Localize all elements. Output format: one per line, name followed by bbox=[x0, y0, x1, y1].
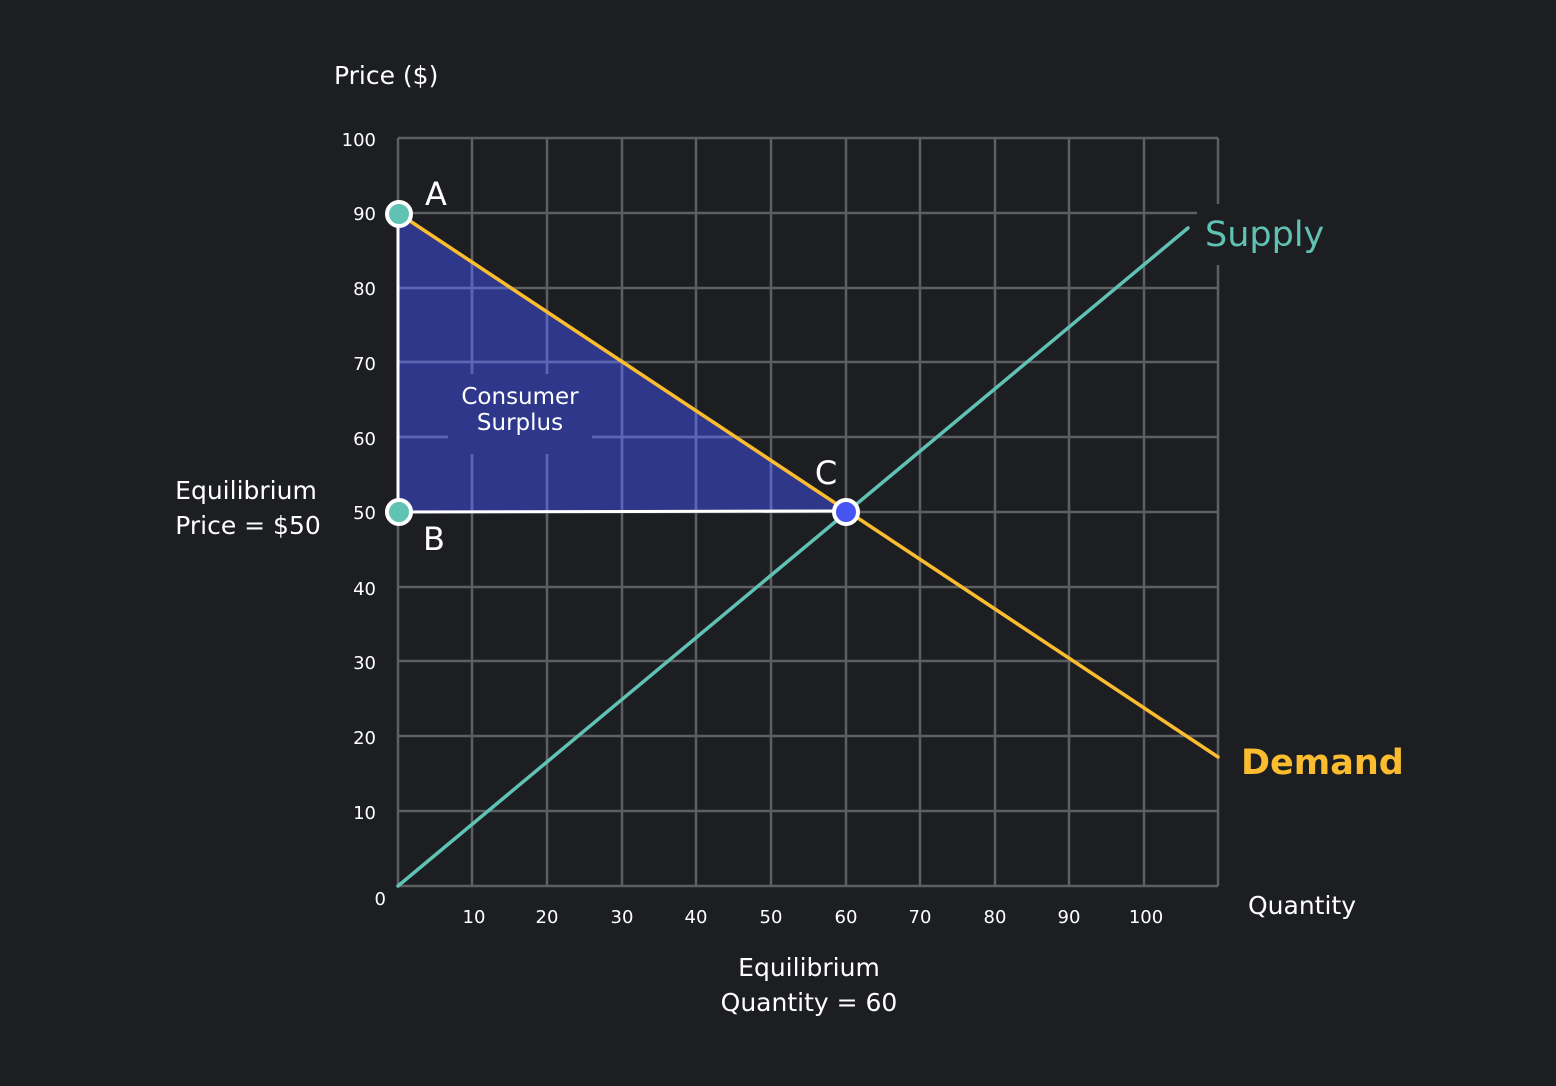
x-tick-labels: 10 20 30 40 50 60 70 80 90 100 bbox=[463, 907, 1164, 928]
x-tick: 70 bbox=[909, 907, 932, 928]
y-axis-title: Price ($) bbox=[334, 61, 438, 90]
y-tick: 90 bbox=[353, 204, 376, 225]
x-axis-title: Quantity bbox=[1248, 891, 1356, 920]
point-a-label: A bbox=[425, 175, 447, 213]
y-tick: 100 bbox=[342, 130, 376, 151]
eq-qty-line1: Equilibrium bbox=[738, 953, 880, 982]
x-tick: 100 bbox=[1129, 907, 1163, 928]
x-tick: 30 bbox=[611, 907, 634, 928]
point-a-marker bbox=[385, 200, 413, 228]
y-tick: 20 bbox=[353, 728, 376, 749]
x-tick: 10 bbox=[463, 907, 486, 928]
y-tick: 80 bbox=[353, 279, 376, 300]
x-tick: 60 bbox=[835, 907, 858, 928]
y-tick: 60 bbox=[353, 429, 376, 450]
point-b-marker bbox=[385, 498, 413, 526]
y-tick: 40 bbox=[353, 579, 376, 600]
surplus-label-backdrop bbox=[448, 374, 592, 454]
x-tick: 90 bbox=[1058, 907, 1081, 928]
equilibrium-price-line bbox=[397, 509, 847, 514]
x-tick: 20 bbox=[536, 907, 559, 928]
eq-price-line1: Equilibrium bbox=[175, 476, 317, 505]
y-tick-labels: 100 90 80 70 60 50 40 30 20 10 0 bbox=[342, 130, 386, 910]
x-tick: 50 bbox=[760, 907, 783, 928]
supply-curve bbox=[396, 226, 1190, 888]
y-tick: 30 bbox=[353, 653, 376, 674]
surplus-label-line2: Surplus bbox=[477, 410, 563, 436]
point-c-marker bbox=[832, 498, 860, 526]
eq-price-line2: Price = $50 bbox=[175, 511, 321, 540]
eq-qty-line2: Quantity = 60 bbox=[721, 988, 898, 1017]
demand-label: Demand bbox=[1241, 743, 1404, 783]
point-c-label: C bbox=[815, 454, 837, 492]
y-tick: 50 bbox=[353, 503, 376, 524]
y-tick: 0 bbox=[375, 889, 386, 910]
y-tick: 70 bbox=[353, 354, 376, 375]
x-tick: 80 bbox=[984, 907, 1007, 928]
point-b-label: B bbox=[423, 520, 445, 558]
surplus-label-line1: Consumer bbox=[461, 384, 579, 410]
x-tick: 40 bbox=[685, 907, 708, 928]
y-tick: 10 bbox=[353, 803, 376, 824]
supply-label: Supply bbox=[1205, 215, 1324, 255]
demand-curve bbox=[396, 211, 1220, 759]
